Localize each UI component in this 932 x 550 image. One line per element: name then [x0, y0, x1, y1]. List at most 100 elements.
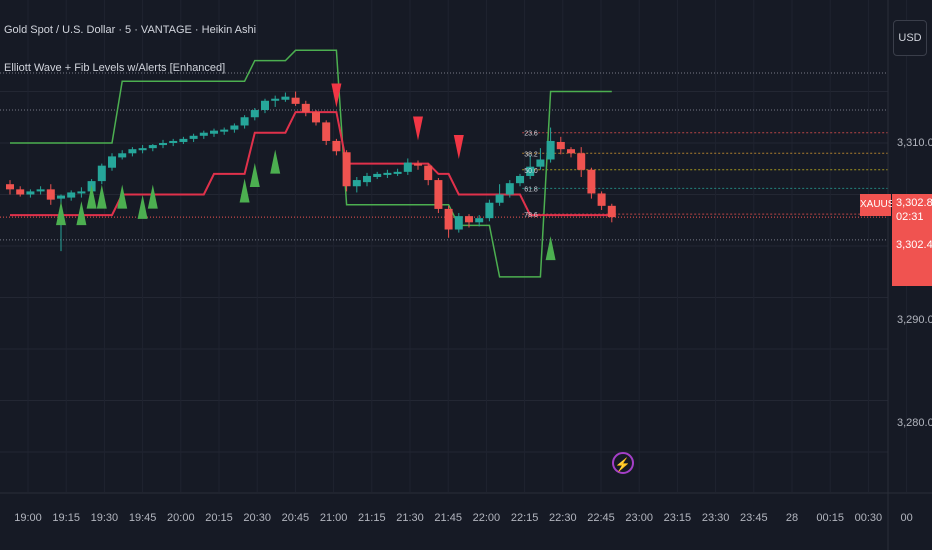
x-tick-label: 00	[900, 512, 913, 524]
candle-body	[148, 145, 157, 149]
candle-body	[465, 216, 473, 223]
candle-body	[526, 166, 535, 176]
x-tick-label: 20:30	[243, 512, 271, 524]
buy-signal-triangle	[76, 201, 87, 226]
candle-body	[240, 117, 249, 126]
candles	[6, 91, 616, 252]
candle-body	[6, 184, 14, 190]
level-lines	[0, 72, 888, 241]
x-tick-label: 00:15	[816, 512, 844, 524]
candle-body	[342, 152, 351, 187]
buy-signal-triangle	[249, 162, 260, 187]
x-tick-label: 19:30	[90, 512, 119, 524]
y-tick-label: 3,310.00	[897, 137, 932, 149]
grid-lines	[0, 0, 908, 492]
fib-label: 61.8	[524, 186, 538, 193]
candle-body	[281, 96, 290, 100]
chart-title[interactable]: Gold Spot / U.S. Dollar · 5 · VANTAGE · …	[4, 24, 257, 36]
candle-body	[424, 165, 433, 181]
candle-body	[332, 140, 341, 152]
x-tick-label: 20:00	[167, 512, 195, 524]
candle-body	[373, 173, 382, 177]
candle-body	[26, 191, 35, 195]
x-tick-label: 22:15	[510, 512, 539, 524]
candle-body	[556, 141, 565, 150]
candle-body	[485, 202, 494, 219]
indicator-legend[interactable]: Elliott Wave + Fib Levels w/Alerts [Enha…	[4, 62, 226, 74]
candle-body	[597, 193, 606, 206]
candle-body	[199, 132, 208, 136]
fib-labels: 23.6 38.2 50.0 61.8 78.6	[524, 131, 538, 219]
candle-body	[230, 125, 239, 130]
candle-body	[36, 189, 45, 192]
candle-body	[403, 162, 412, 172]
buy-signal-triangle	[270, 149, 281, 174]
candle-body	[77, 191, 86, 194]
buy-signal-triangle	[86, 184, 97, 209]
sell-signal-triangle	[413, 116, 423, 141]
indicator-bands	[10, 49, 612, 278]
candle-body	[261, 100, 269, 111]
candle-body	[414, 163, 422, 166]
candle-body	[16, 189, 25, 195]
candle-body	[322, 122, 331, 141]
bar-countdown: 02:31	[896, 211, 924, 223]
candle-body	[434, 180, 443, 209]
x-tick-label: 23:45	[740, 512, 768, 524]
x-tick-label: 21:15	[358, 512, 386, 524]
buy-signal-triangle	[545, 236, 556, 261]
candle-body	[169, 140, 178, 143]
upper-band-line	[10, 49, 612, 278]
fib-label: 23.6	[524, 131, 538, 138]
last-price: 3,302.80	[896, 197, 932, 209]
candle-body	[495, 194, 504, 203]
x-tick-label: 28	[785, 512, 799, 524]
candle-body	[454, 216, 463, 230]
x-tick-label: 22:00	[472, 512, 501, 524]
sell-signal-triangle	[331, 83, 342, 108]
x-tick-label: 23:15	[663, 512, 692, 524]
price-badge: 3,302.80 02:31 3,302.46	[892, 194, 932, 286]
candle-body	[577, 153, 586, 170]
buy-signal-triangle	[137, 194, 148, 219]
x-tick-label: 19:45	[128, 512, 157, 524]
x-tick-label: 20:45	[281, 512, 310, 524]
signals	[56, 83, 556, 261]
x-tick-label: 21:30	[396, 512, 424, 524]
buy-signal-triangle	[96, 184, 107, 209]
candle-body	[587, 169, 596, 194]
currency-button[interactable]: USD	[893, 20, 927, 56]
x-tick-label: 23:30	[701, 512, 730, 524]
buy-signal-triangle	[147, 184, 158, 209]
candle-body	[179, 138, 188, 142]
candle-body	[220, 129, 229, 132]
candle-body	[301, 103, 310, 113]
fib-label: 50.0	[524, 168, 538, 175]
x-tick-label: 20:15	[205, 512, 233, 524]
candle-body	[271, 98, 280, 101]
x-tick-label: 19:15	[52, 512, 80, 524]
candle-body	[536, 159, 545, 167]
candle-body	[189, 135, 198, 139]
candle-body	[250, 110, 259, 118]
candle-body	[393, 171, 402, 174]
x-tick-label: 19:00	[14, 512, 42, 524]
candle-body	[138, 148, 147, 151]
lightning-icon[interactable]: ⚡	[612, 452, 634, 474]
candle-body	[210, 130, 218, 134]
x-tick-label: 21:45	[434, 512, 462, 524]
candle-body	[352, 180, 361, 187]
candle-body	[312, 112, 320, 123]
candle-body	[97, 165, 106, 182]
candle-body	[383, 172, 392, 175]
x-tick-label: 22:45	[587, 512, 615, 524]
x-tick-label: 21:00	[319, 512, 348, 524]
candle-body	[516, 175, 524, 184]
buy-signal-triangle	[56, 201, 66, 226]
candle-body	[128, 149, 137, 154]
candle-body	[363, 175, 371, 183]
fib-label: 78.6	[524, 212, 538, 219]
candle-body	[57, 195, 65, 199]
